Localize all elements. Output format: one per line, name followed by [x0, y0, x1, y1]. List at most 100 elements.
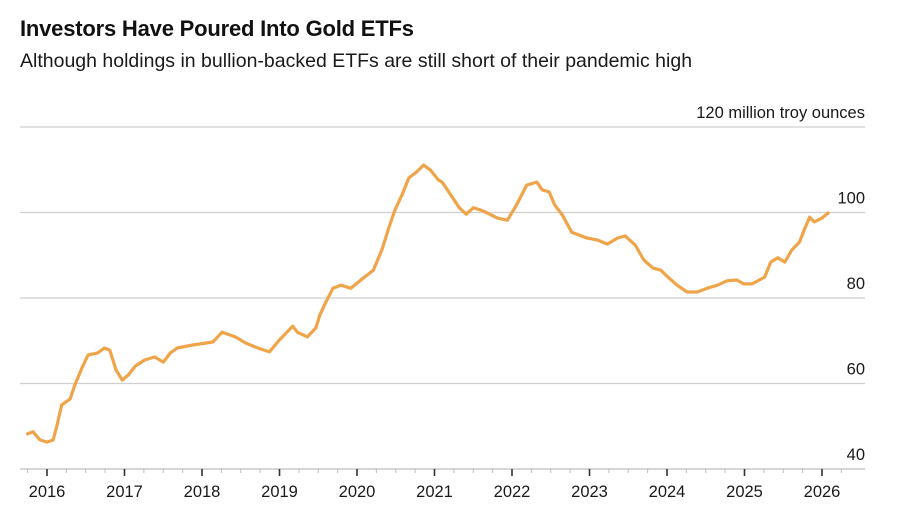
data-point	[68, 397, 72, 401]
gridlines	[20, 126, 865, 470]
data-point	[55, 423, 59, 427]
data-point	[595, 238, 599, 242]
chart-title: Investors Have Poured Into Gold ETFs	[20, 16, 414, 41]
x-tick-label-2020: 2020	[339, 483, 376, 501]
data-point	[359, 278, 363, 282]
data-point	[616, 236, 619, 240]
series-line-gold-etf-holdings	[26, 163, 830, 444]
data-point	[812, 220, 816, 224]
data-point	[175, 346, 179, 350]
data-point	[716, 283, 719, 287]
data-point	[585, 236, 589, 240]
data-point	[211, 340, 215, 344]
data-point	[802, 228, 806, 232]
data-point	[464, 212, 468, 216]
data-point	[763, 275, 766, 279]
data-point	[161, 360, 165, 364]
data-point	[86, 353, 90, 357]
data-point	[291, 324, 295, 328]
data-point	[126, 373, 130, 377]
data-point	[268, 350, 271, 354]
data-point	[553, 203, 556, 207]
x-tick-label-2021: 2021	[416, 483, 453, 501]
y-tick-label-120: 120 million troy ounces	[696, 104, 865, 122]
data-point	[471, 206, 475, 210]
x-tick-label-2019: 2019	[261, 483, 298, 501]
data-point	[478, 208, 482, 212]
x-tick-label-2018: 2018	[184, 483, 221, 501]
y-tick-label-60: 60	[847, 361, 865, 379]
data-point	[705, 286, 709, 290]
data-point	[798, 240, 801, 244]
data-point	[457, 206, 461, 210]
data-point	[60, 403, 64, 407]
data-point	[400, 193, 404, 197]
data-point	[108, 348, 112, 352]
data-point	[623, 234, 627, 238]
data-point	[168, 351, 172, 355]
x-tick-label-2026: 2026	[804, 483, 841, 501]
data-point	[80, 366, 84, 370]
y-tick-label-100: 100	[837, 190, 865, 208]
x-tick-label-2016: 2016	[29, 483, 66, 501]
data-point	[422, 163, 425, 167]
data-point	[295, 330, 299, 334]
data-point	[725, 279, 729, 283]
data-point	[256, 346, 260, 350]
data-point	[429, 168, 432, 172]
data-point	[750, 282, 754, 286]
data-point	[605, 242, 609, 246]
data-point	[306, 335, 309, 339]
data-point	[153, 355, 157, 359]
data-point	[535, 180, 539, 184]
data-point	[665, 274, 669, 278]
data-point	[324, 300, 328, 304]
data-point	[407, 176, 411, 180]
data-point	[440, 180, 444, 184]
data-point	[675, 283, 679, 287]
data-point	[642, 258, 646, 262]
data-point	[515, 203, 518, 207]
data-point	[233, 335, 237, 339]
data-point	[331, 286, 335, 290]
series-layer	[26, 163, 830, 444]
data-point	[349, 286, 353, 290]
chart-subtitle: Although holdings in bullion-backed ETFs…	[20, 50, 693, 72]
data-point	[495, 216, 499, 220]
data-point	[134, 364, 137, 368]
data-point	[103, 346, 106, 350]
y-tick-label-40: 40	[847, 446, 865, 464]
data-point	[826, 211, 830, 215]
data-point	[387, 226, 391, 230]
data-point	[415, 170, 419, 174]
data-point	[318, 313, 322, 317]
data-point	[651, 266, 655, 270]
x-axis: 2016 2017 2018 2019 2020 2021 2022 2023 2024 2025…	[27, 469, 842, 501]
data-point	[485, 211, 489, 215]
data-point	[38, 438, 42, 442]
data-point	[314, 326, 318, 330]
data-point	[114, 368, 118, 372]
data-point	[735, 278, 739, 282]
data-point	[51, 438, 55, 442]
x-tick-label-2017: 2017	[106, 483, 143, 501]
data-point	[73, 383, 77, 387]
data-point	[769, 260, 773, 264]
data-point	[45, 440, 49, 444]
data-point	[783, 260, 787, 264]
data-point	[820, 216, 824, 220]
data-point	[808, 215, 811, 219]
data-point	[525, 183, 529, 187]
data-point	[790, 248, 794, 252]
data-point	[540, 188, 544, 192]
data-point	[96, 351, 99, 355]
x-tick-label-2023: 2023	[571, 483, 608, 501]
data-point	[380, 248, 384, 252]
y-tick-label-80: 80	[847, 275, 865, 293]
data-point	[31, 430, 35, 434]
x-tick-label-2024: 2024	[649, 483, 686, 501]
x-tick-label-2022: 2022	[494, 483, 531, 501]
data-point	[776, 256, 780, 260]
data-point	[220, 330, 224, 334]
